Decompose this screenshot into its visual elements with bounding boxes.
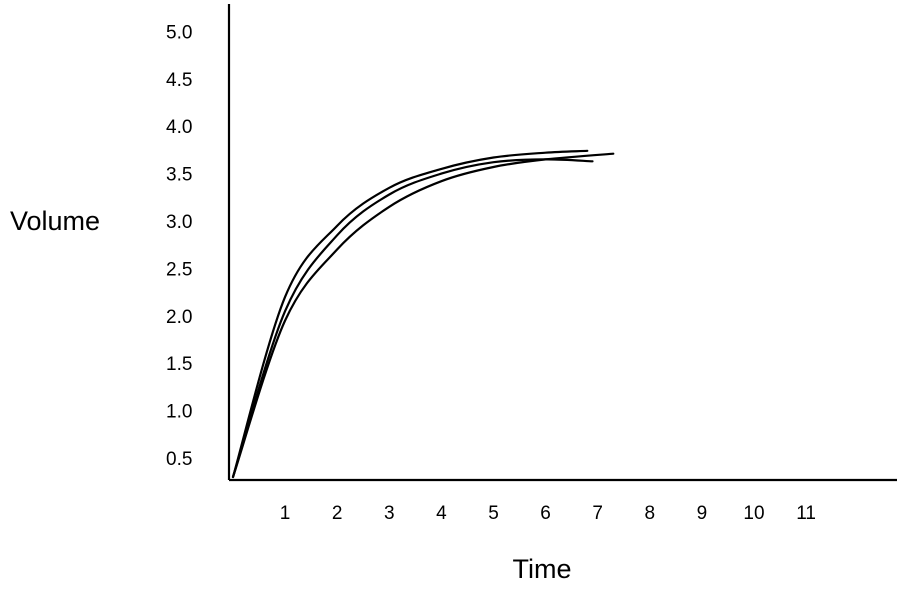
y-tick-label: 4.0 bbox=[166, 117, 192, 138]
x-tick-label: 10 bbox=[743, 503, 764, 524]
y-tick-label: 1.5 bbox=[166, 354, 192, 375]
y-tick-label: 4.5 bbox=[166, 70, 192, 91]
y-tick-label: 2.0 bbox=[166, 307, 192, 328]
x-axis-title: Time bbox=[513, 554, 572, 584]
y-tick-label: 3.0 bbox=[166, 212, 192, 233]
series-line-1 bbox=[231, 149, 589, 479]
x-tick-label: 9 bbox=[697, 503, 708, 524]
x-tick-label: 3 bbox=[384, 503, 395, 524]
x-tick-labels: 1 2 3 4 5 6 7 8 9 10 11 bbox=[280, 503, 816, 524]
y-axis-title: Volume bbox=[10, 206, 100, 236]
y-tick-labels: 0.5 1.0 1.5 2.0 2.5 3.0 3.5 4.0 4.5 5.0 bbox=[166, 22, 192, 470]
x-tick-label: 8 bbox=[645, 503, 656, 524]
y-tick-label: 0.5 bbox=[166, 449, 192, 470]
y-tick-label: 3.5 bbox=[166, 165, 192, 186]
x-tick-label: 7 bbox=[592, 503, 603, 524]
data-series-lines bbox=[231, 149, 615, 479]
series-line-3 bbox=[231, 158, 594, 479]
x-tick-label: 5 bbox=[488, 503, 499, 524]
x-tick-label: 11 bbox=[796, 503, 816, 524]
y-tick-label: 1.0 bbox=[166, 402, 192, 423]
x-tick-label: 4 bbox=[436, 503, 447, 524]
x-tick-label: 6 bbox=[540, 503, 551, 524]
x-tick-label: 1 bbox=[280, 503, 291, 524]
y-tick-label: 5.0 bbox=[166, 22, 192, 43]
series-line-2 bbox=[231, 152, 615, 479]
y-tick-label: 2.5 bbox=[166, 259, 192, 280]
x-tick-label: 2 bbox=[332, 503, 343, 524]
